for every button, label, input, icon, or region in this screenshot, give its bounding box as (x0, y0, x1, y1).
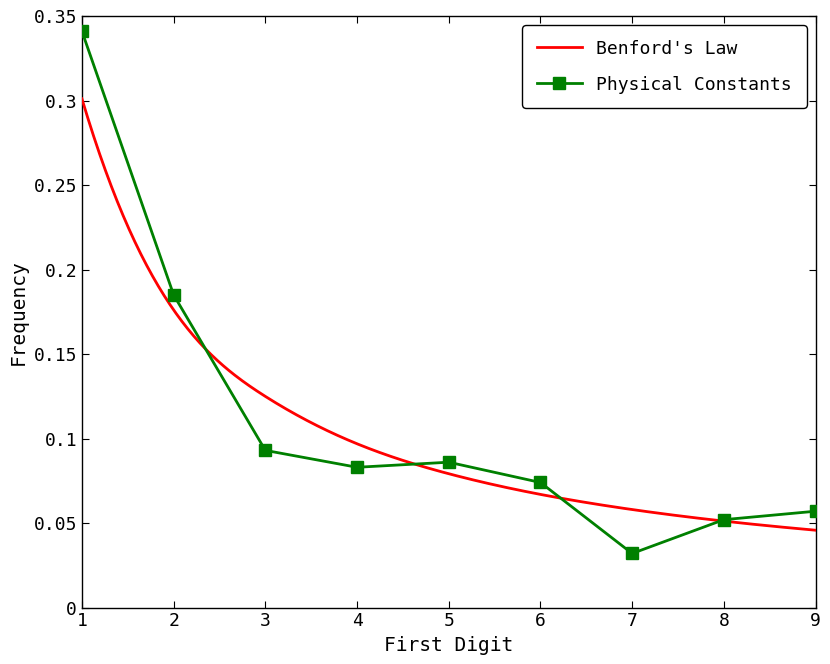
Benford's Law (77, 95, 87, 103)
Benford's Law (793, 525, 803, 533)
Benford's Law (678, 513, 688, 521)
Benford's Law (811, 527, 821, 535)
Benford's Law (430, 466, 440, 474)
Physical Constants (627, 550, 637, 558)
Physical Constants (352, 463, 362, 471)
Physical Constants (444, 458, 454, 466)
Physical Constants (535, 479, 545, 487)
Physical Constants (811, 507, 821, 515)
Benford's Law (426, 465, 436, 473)
Y-axis label: Frequency: Frequency (9, 259, 28, 365)
Physical Constants (261, 446, 271, 454)
Physical Constants (77, 27, 87, 35)
Physical Constants (168, 291, 178, 299)
Line: Benford's Law: Benford's Law (82, 99, 816, 531)
Benford's Law (514, 486, 524, 494)
Physical Constants (719, 516, 729, 524)
X-axis label: First Digit: First Digit (384, 636, 514, 655)
Legend: Benford's Law, Physical Constants: Benford's Law, Physical Constants (522, 25, 807, 108)
Line: Physical Constants: Physical Constants (76, 26, 821, 559)
Benford's Law (474, 477, 484, 485)
